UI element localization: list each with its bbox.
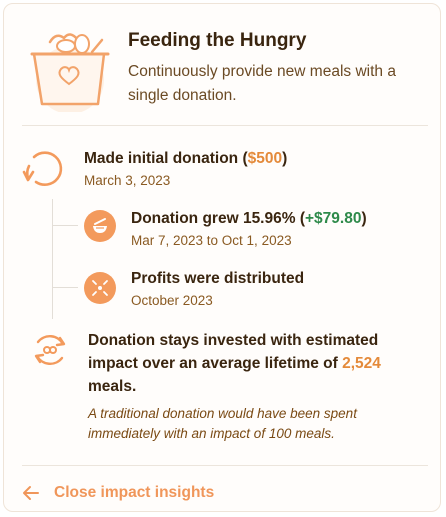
impact-statement: Donation stays invested with estimated i…	[88, 332, 381, 395]
cause-title: Feeding the Hungry	[128, 30, 307, 51]
header-divider	[22, 125, 428, 126]
initial-donation-date: March 3, 2023	[84, 173, 171, 188]
infinity-cycle-icon	[34, 335, 66, 365]
timeline-branch	[52, 287, 78, 288]
close-impact-insights-label: Close impact insights	[54, 484, 215, 501]
timeline-connector	[52, 199, 53, 319]
cycle-arrow-icon	[22, 151, 63, 186]
profits-date: October 2023	[131, 293, 213, 308]
impact-insights-card: Feeding the Hungry Continuously provide …	[3, 3, 441, 512]
cause-subtitle: Continuously provide new meals with a si…	[128, 63, 396, 104]
growth-date-range: Mar 7, 2023 to Oct 1, 2023	[131, 233, 292, 248]
food-basket-heart-icon	[30, 33, 110, 112]
arrow-left-icon	[23, 486, 39, 500]
distribution-icon	[84, 272, 116, 304]
initial-donation-amount: $500	[247, 150, 283, 167]
profits-title: Profits were distributed	[131, 270, 305, 287]
footer-divider	[22, 465, 428, 466]
close-impact-insights-button[interactable]: Close impact insights	[22, 478, 214, 508]
cause-header: Feeding the Hungry Continuously provide …	[4, 4, 442, 126]
growth-gain: +$79.80	[304, 210, 362, 227]
growth-title: Donation grew 15.96% (+$79.80)	[131, 210, 367, 227]
traditional-donation-note: A traditional donation would have been s…	[88, 406, 357, 441]
initial-donation-title: Made initial donation ($500)	[84, 150, 288, 167]
timeline-branch	[52, 225, 78, 226]
meals-count: 2,524	[342, 355, 381, 372]
growth-bowl-icon	[84, 210, 116, 242]
